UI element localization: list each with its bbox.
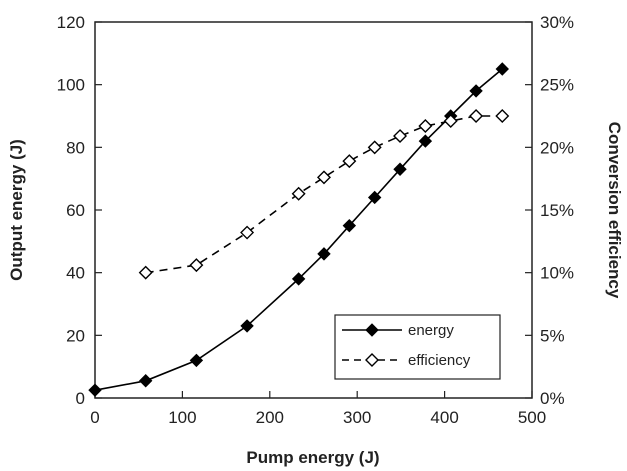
y2-tick-label: 10% [540, 264, 574, 283]
data-point-energy [469, 84, 483, 98]
data-point-efficiency [342, 154, 357, 169]
x-tick-label: 0 [90, 408, 99, 427]
y-axis-title: Output energy (J) [7, 139, 26, 281]
y-tick-label: 120 [57, 13, 85, 32]
data-point-energy [291, 272, 306, 286]
data-point-energy [418, 134, 433, 148]
y-tick-label: 40 [66, 264, 85, 283]
data-point-efficiency [495, 109, 510, 123]
data-point-efficiency [418, 119, 433, 134]
data-point-efficiency [367, 140, 382, 155]
legend-box [334, 314, 501, 380]
y-tick-label: 60 [66, 201, 85, 220]
data-point-energy [88, 383, 102, 397]
y2-tick-label: 25% [540, 76, 574, 95]
data-point-energy [240, 319, 254, 333]
x-tick-label: 300 [343, 408, 371, 427]
legend-energy-marker [365, 323, 379, 337]
y2-tick-label: 20% [540, 138, 574, 157]
data-point-efficiency [240, 225, 255, 240]
data-point-energy [138, 374, 153, 388]
x-tick-label: 100 [168, 408, 196, 427]
legend-efficiency-marker [365, 353, 379, 367]
y-tick-label: 80 [66, 138, 85, 157]
y-tick-label: 20 [66, 326, 85, 345]
data-point-efficiency [291, 186, 306, 201]
data-point-energy [495, 62, 509, 76]
data-point-efficiency [189, 258, 204, 273]
legend: energy efficiency [334, 314, 501, 380]
data-point-energy [189, 353, 204, 368]
data-point-energy [393, 162, 407, 176]
x-tick-label: 200 [256, 408, 284, 427]
y2-tick-label: 5% [540, 326, 565, 345]
y2-axis-title: Conversion efficiency [605, 122, 624, 299]
data-point-efficiency [443, 114, 458, 129]
y-tick-label: 0 [76, 389, 85, 408]
legend-efficiency-label: efficiency [408, 352, 471, 369]
y2-tick-label: 15% [540, 201, 574, 220]
x-axis-title: Pump energy (J) [246, 448, 379, 467]
data-point-energy [342, 218, 357, 233]
data-point-energy [317, 247, 331, 261]
legend-energy-label: energy [408, 322, 454, 339]
y-tick-label: 100 [57, 76, 85, 95]
y2-tick-label: 30% [540, 13, 574, 32]
data-point-efficiency [469, 109, 484, 123]
data-point-efficiency [393, 129, 408, 144]
y2-tick-label: 0% [540, 389, 565, 408]
data-point-efficiency [316, 170, 331, 185]
x-tick-label: 400 [430, 408, 458, 427]
data-point-efficiency [138, 265, 153, 280]
data-point-energy [367, 190, 382, 205]
x-tick-label: 500 [518, 408, 546, 427]
